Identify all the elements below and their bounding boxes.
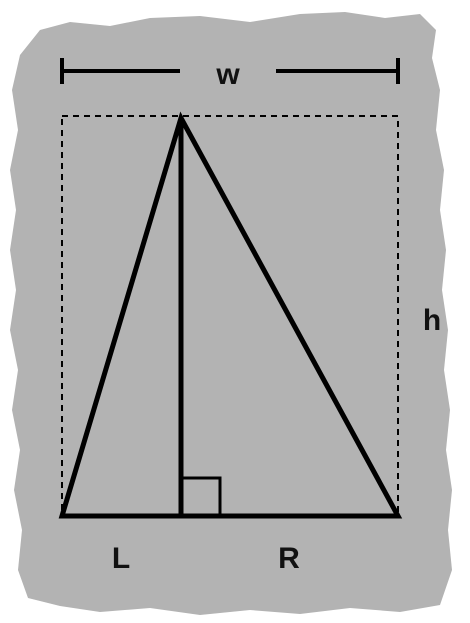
height-label: h (423, 304, 441, 337)
gray-backdrop (10, 12, 452, 615)
right-angle-marker (181, 476, 222, 516)
right-segment-label: R (278, 542, 300, 575)
width-label: w (215, 58, 240, 91)
left-segment-label: L (112, 542, 130, 575)
triangle (58, 111, 403, 519)
